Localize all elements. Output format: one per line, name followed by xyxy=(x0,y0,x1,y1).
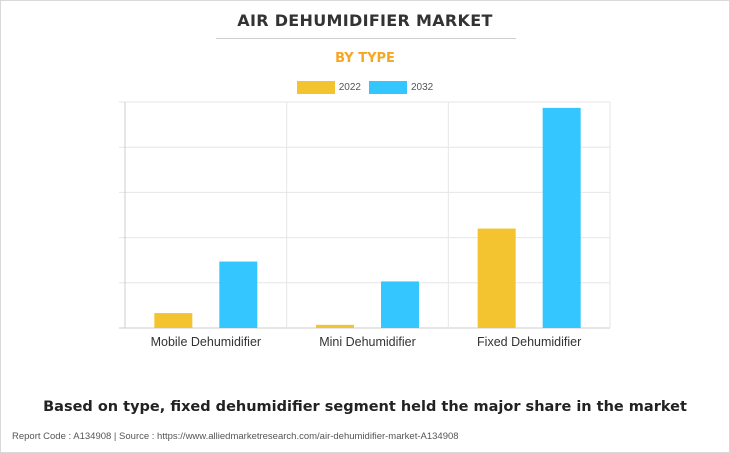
legend-label-2032: 2032 xyxy=(411,82,434,93)
chart-subtitle: BY TYPE xyxy=(335,51,395,66)
legend-swatch-2022 xyxy=(296,81,335,94)
chart-caption: Based on type, fixed dehumidifier segmen… xyxy=(43,399,687,415)
legend-item-2022: 2022 xyxy=(296,81,361,94)
chart-legend: 2022 2032 xyxy=(1,81,729,94)
bar-2022-fixed-dehumidifier xyxy=(477,228,516,328)
x-tick-label-mobile-dehumidifier: Mobile Dehumidifier xyxy=(151,335,261,349)
bar-2032-fixed-dehumidifier xyxy=(542,107,581,328)
legend-label-2022: 2022 xyxy=(338,82,361,93)
bar-chart: Mobile Dehumidifier Mini Dehumidifier Fixe… xyxy=(119,101,611,349)
bar-2022-mobile-dehumidifier xyxy=(154,313,193,328)
bar-2032-mini-dehumidifier xyxy=(381,281,419,328)
chart-title: AIR DEHUMIDIFIER MARKET xyxy=(237,11,493,30)
bar-2022-mini-dehumidifier xyxy=(316,324,354,328)
bar-2032-mobile-dehumidifier xyxy=(219,261,258,328)
title-divider xyxy=(216,38,516,39)
legend-item-2032: 2032 xyxy=(369,81,433,94)
report-footer: Report Code : A134908 | Source : https:/… xyxy=(12,431,459,442)
x-tick-label-fixed-dehumidifier: Fixed Dehumidifier xyxy=(477,335,581,349)
legend-swatch-2032 xyxy=(369,81,407,94)
x-tick-label-mini-dehumidifier: Mini Dehumidifier xyxy=(319,335,416,349)
